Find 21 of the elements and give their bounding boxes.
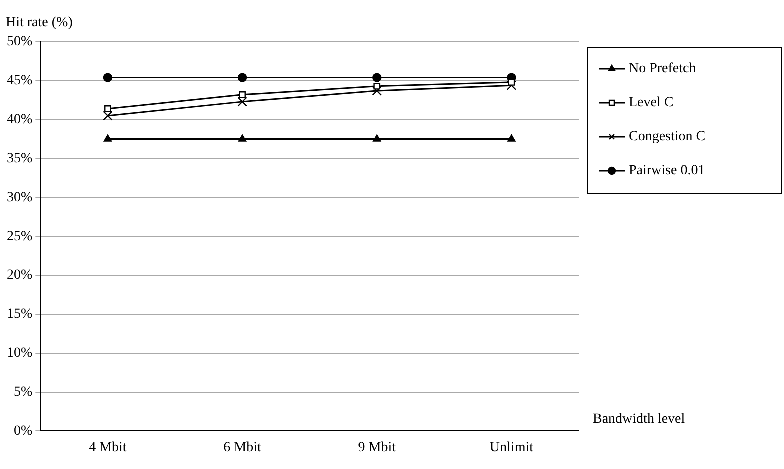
x-axis-title: Bandwidth level: [593, 412, 686, 427]
y-tick-label: 30%: [6, 190, 33, 206]
y-tick-label: 20%: [6, 268, 33, 284]
x-tick-label: 4 Mbit: [89, 440, 127, 456]
legend-label: No Prefetch: [629, 62, 696, 77]
legend-label: Congestion C: [629, 130, 706, 145]
x-tick-label: Unlimit: [490, 440, 534, 456]
legend-label: Level C: [629, 96, 674, 111]
y-tick-label: 35%: [6, 151, 33, 166]
y-tick-label: 50%: [6, 34, 33, 50]
y-tick-label: 25%: [6, 229, 33, 244]
x-tick-label: 9 Mbit: [358, 440, 396, 456]
y-tick-label: 15%: [6, 307, 33, 322]
legend-label: Pairwise 0.01: [629, 164, 706, 179]
y-tick-label: 5%: [14, 384, 33, 400]
y-tick-label: 40%: [6, 112, 33, 128]
y-tick-label: 0%: [14, 424, 33, 439]
y-tick-label: 10%: [6, 346, 33, 362]
x-tick-label: 6 Mbit: [224, 440, 262, 456]
y-tick-label: 45%: [6, 74, 33, 89]
y-axis-title: Hit rate (%): [6, 16, 74, 31]
